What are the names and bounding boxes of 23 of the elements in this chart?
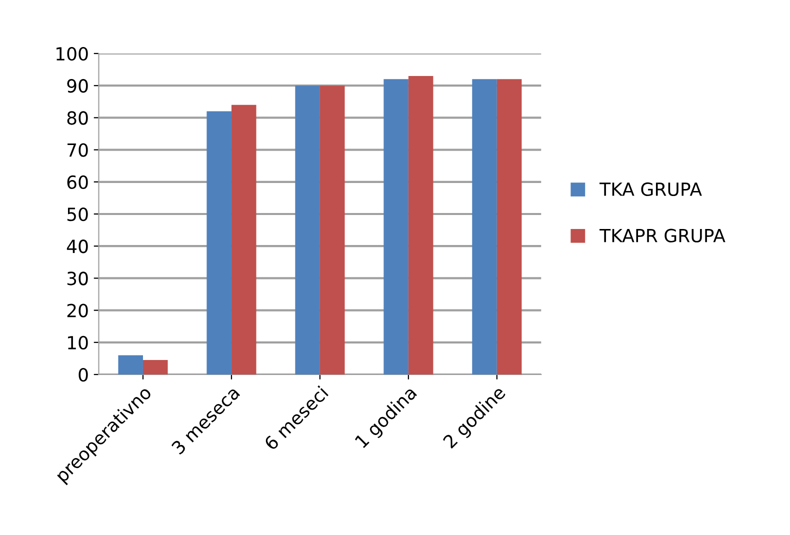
bar [142,360,168,374]
bar [320,86,345,374]
bar [408,76,434,374]
bar [118,355,143,374]
y-tick-label: 40 [66,240,88,254]
y-tick-label: 30 [67,272,88,286]
y-tick-label: 50 [67,207,88,222]
y-tick-label: 90 [67,79,88,93]
y-tick-label: 80 [67,111,88,125]
y-tick-label: 100 [56,46,88,61]
legend-label: TKAPR GRUPA [600,228,726,242]
y-tick-label: 70 [68,143,88,157]
bar [496,79,522,374]
y-tick-label: 0 [78,368,88,382]
legend-label: TKA GRUPA [600,182,702,196]
bar [295,86,320,374]
bar [384,79,408,374]
bar [206,111,232,374]
y-tick-label: 60 [67,175,88,190]
y-tick-label: 20 [67,304,88,318]
bar [231,104,256,374]
bar [472,79,497,374]
y-tick-label: 10 [68,336,88,350]
